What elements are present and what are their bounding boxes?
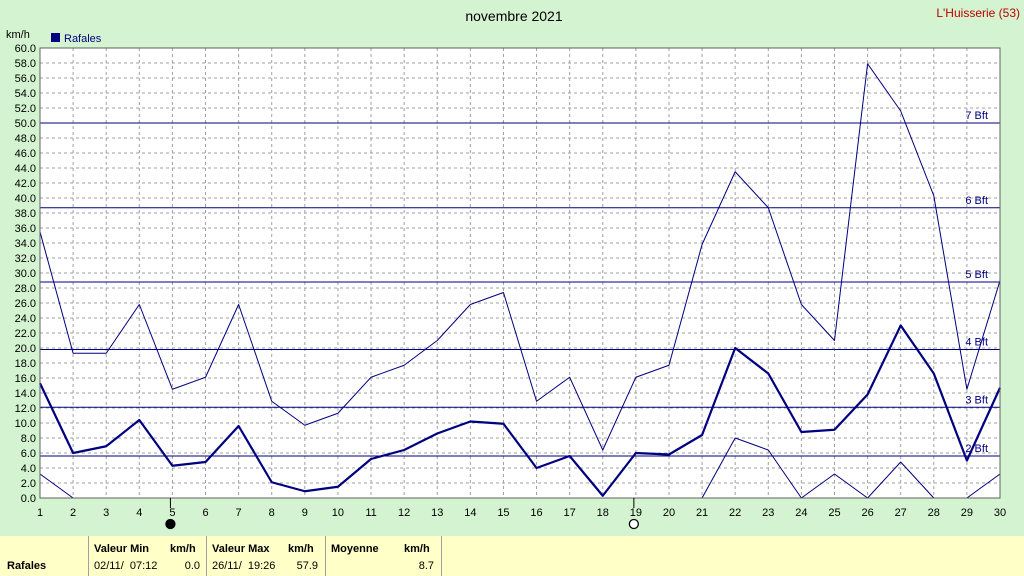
legend-swatch bbox=[51, 33, 60, 42]
new-moon-icon bbox=[165, 518, 176, 530]
x-tick-label: 11 bbox=[365, 507, 376, 519]
x-tick-label: 29 bbox=[961, 507, 973, 519]
x-tick-label: 10 bbox=[332, 507, 344, 519]
x-tick-label: 18 bbox=[597, 507, 609, 519]
y-axis-unit: km/h bbox=[6, 29, 30, 41]
x-tick-label: 30 bbox=[994, 507, 1006, 519]
mean-value: 8.7 bbox=[418, 560, 434, 572]
min-unit: km/h bbox=[170, 543, 196, 555]
y-tick-label: 8.0 bbox=[21, 433, 36, 445]
x-tick-label: 19 bbox=[630, 507, 642, 519]
min-value: 0.0 bbox=[184, 560, 200, 572]
y-tick-label: 42.0 bbox=[15, 178, 36, 190]
y-tick-label: 0.0 bbox=[21, 493, 36, 505]
y-tick-label: 44.0 bbox=[15, 163, 36, 175]
y-tick-label: 38.0 bbox=[15, 208, 36, 220]
x-tick-label: 7 bbox=[236, 507, 242, 519]
chart-title: novembre 2021 bbox=[465, 8, 563, 24]
y-tick-label: 56.0 bbox=[15, 73, 36, 85]
y-tick-label: 6.0 bbox=[21, 448, 36, 460]
y-tick-label: 60.0 bbox=[15, 43, 36, 55]
y-tick-label: 28.0 bbox=[15, 283, 36, 295]
max-value: 57.9 bbox=[296, 560, 318, 572]
mean-unit: km/h bbox=[404, 543, 430, 555]
wind-gust-chart: novembre 2021 L'Huisserie (53) km/h Rafa… bbox=[6, 6, 1021, 530]
x-tick-label: 21 bbox=[696, 507, 708, 519]
x-tick-label: 9 bbox=[302, 507, 308, 519]
x-tick-label: 25 bbox=[828, 507, 840, 519]
y-tick-label: 34.0 bbox=[15, 238, 36, 250]
series-line-max bbox=[39, 63, 1001, 451]
y-tick-label: 22.0 bbox=[15, 328, 36, 340]
y-tick-label: 58.0 bbox=[15, 58, 36, 70]
legend-label: Rafales bbox=[64, 33, 102, 45]
x-tick-label: 24 bbox=[795, 507, 807, 519]
stats-row-label: Rafales bbox=[7, 560, 47, 572]
x-tick-label: 2 bbox=[70, 507, 76, 519]
x-tick-label: 20 bbox=[663, 507, 675, 519]
full-moon-icon bbox=[628, 518, 640, 530]
mean-header: Moyenne bbox=[331, 543, 379, 555]
y-tick-label: 30.0 bbox=[15, 268, 36, 280]
x-tick-label: 17 bbox=[564, 507, 576, 519]
bft-label: 4 Bft bbox=[965, 337, 988, 349]
y-tick-label: 36.0 bbox=[15, 223, 36, 235]
x-tick-label: 15 bbox=[497, 507, 509, 519]
y-tick-label: 48.0 bbox=[15, 133, 36, 145]
x-tick-label: 8 bbox=[269, 507, 275, 519]
bft-label: 3 Bft bbox=[965, 394, 988, 406]
x-tick-label: 23 bbox=[762, 507, 774, 519]
max-unit: km/h bbox=[288, 543, 314, 555]
x-tick-label: 26 bbox=[861, 507, 873, 519]
x-tick-label: 12 bbox=[398, 507, 410, 519]
x-tick-label: 16 bbox=[530, 507, 542, 519]
x-tick-label: 22 bbox=[729, 507, 741, 519]
y-tick-label: 2.0 bbox=[21, 478, 36, 490]
x-tick-label: 5 bbox=[169, 507, 175, 519]
y-tick-label: 32.0 bbox=[15, 253, 36, 265]
min-header: Valeur Min bbox=[94, 543, 150, 555]
y-tick-label: 50.0 bbox=[15, 118, 36, 130]
y-tick-label: 20.0 bbox=[15, 343, 36, 355]
y-tick-label: 46.0 bbox=[15, 148, 36, 160]
x-tick-label: 1 bbox=[37, 507, 43, 519]
min-date: 02/11/ 07:12 bbox=[94, 560, 158, 572]
series-line-moyenne bbox=[39, 324, 1002, 497]
y-tick-label: 24.0 bbox=[15, 313, 36, 325]
x-tick-label: 3 bbox=[103, 507, 109, 519]
y-tick-label: 52.0 bbox=[15, 103, 36, 115]
x-tick-label: 28 bbox=[928, 507, 940, 519]
stats-panel: Rafales Valeur Min km/h 02/11/ 07:12 0.0… bbox=[0, 536, 1024, 576]
plot-border bbox=[39, 47, 1001, 499]
bft-label: 7 Bft bbox=[965, 110, 988, 122]
max-date: 26/11/ 19:26 bbox=[212, 560, 276, 572]
x-tick-label: 6 bbox=[202, 507, 208, 519]
y-tick-label: 54.0 bbox=[15, 88, 36, 100]
x-tick-label: 4 bbox=[136, 507, 142, 519]
y-tick-label: 14.0 bbox=[15, 388, 36, 400]
y-tick-label: 12.0 bbox=[15, 403, 36, 415]
y-tick-label: 26.0 bbox=[15, 298, 36, 310]
bft-label: 5 Bft bbox=[965, 269, 988, 281]
y-tick-label: 16.0 bbox=[15, 373, 36, 385]
x-tick-label: 13 bbox=[431, 507, 443, 519]
y-tick-label: 4.0 bbox=[21, 463, 36, 475]
bft-label: 2 Bft bbox=[965, 443, 988, 455]
y-tick-label: 40.0 bbox=[15, 193, 36, 205]
max-header: Valeur Max bbox=[212, 543, 270, 555]
bft-label: 6 Bft bbox=[965, 195, 988, 207]
x-tick-label: 27 bbox=[895, 507, 907, 519]
y-tick-label: 10.0 bbox=[15, 418, 36, 430]
x-tick-label: 14 bbox=[464, 507, 476, 519]
station-name: L'Huisserie (53) bbox=[936, 6, 1020, 20]
y-tick-label: 18.0 bbox=[15, 358, 36, 370]
